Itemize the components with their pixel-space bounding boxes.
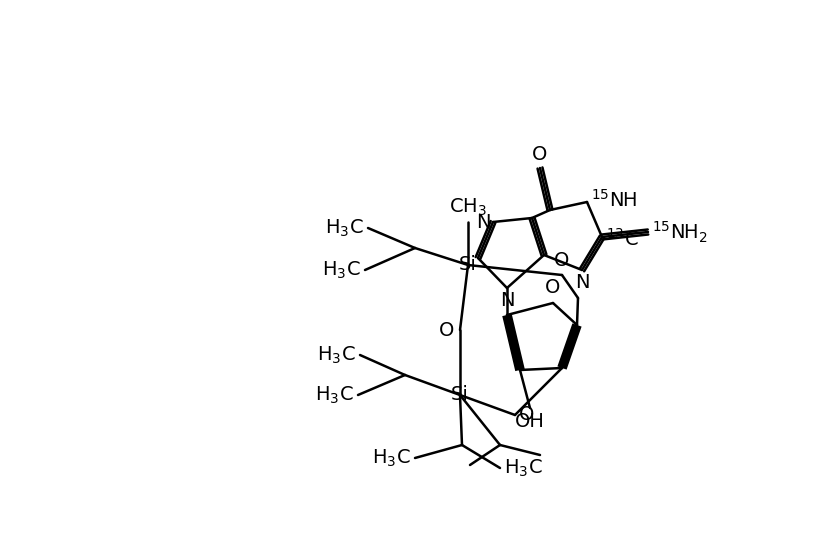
Text: H$_3$C: H$_3$C — [317, 344, 356, 365]
Text: OH: OH — [515, 412, 545, 431]
Text: H$_3$C: H$_3$C — [316, 384, 354, 406]
Text: $^{15}$NH$_2$: $^{15}$NH$_2$ — [652, 219, 708, 245]
Text: O: O — [545, 278, 560, 297]
Text: N: N — [476, 212, 491, 231]
Text: $^{13}$C: $^{13}$C — [606, 228, 639, 250]
Text: H$_3$C: H$_3$C — [504, 458, 543, 479]
Text: H$_3$C: H$_3$C — [325, 217, 364, 239]
Text: Si: Si — [459, 255, 477, 274]
Text: Si: Si — [451, 385, 469, 404]
Text: H$_3$C: H$_3$C — [372, 447, 411, 468]
Text: $^{15}$NH: $^{15}$NH — [591, 189, 638, 211]
Text: N: N — [575, 273, 589, 292]
Text: O: O — [555, 251, 569, 270]
Text: O: O — [532, 145, 548, 164]
Text: O: O — [438, 321, 454, 340]
Text: CH$_3$: CH$_3$ — [449, 197, 487, 218]
Text: N: N — [499, 291, 514, 310]
Text: O: O — [519, 405, 535, 425]
Text: H$_3$C: H$_3$C — [322, 259, 361, 281]
